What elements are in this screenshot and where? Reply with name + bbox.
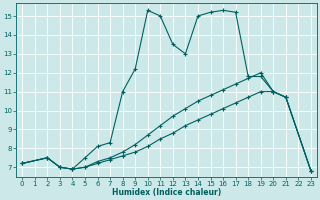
X-axis label: Humidex (Indice chaleur): Humidex (Indice chaleur) bbox=[112, 188, 221, 197]
